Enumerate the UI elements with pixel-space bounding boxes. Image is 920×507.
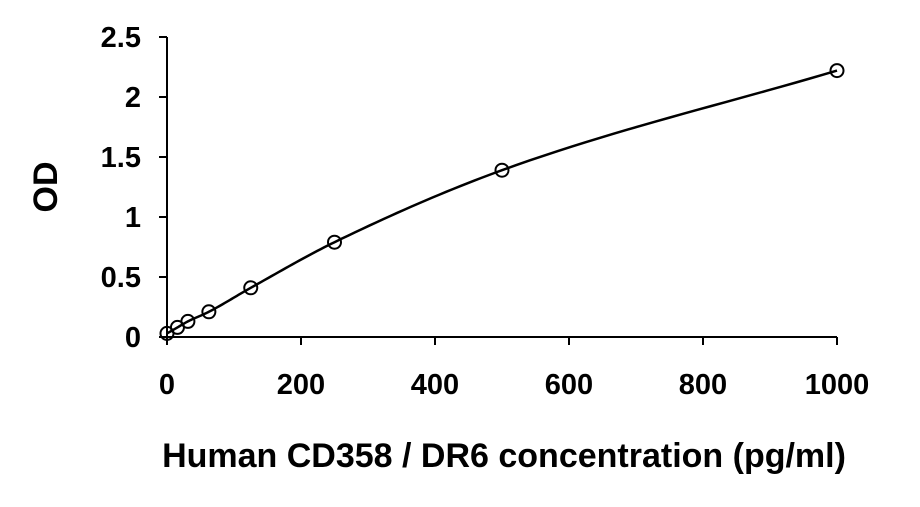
x-ticks: 0 200 400 600 800 1000 <box>159 337 869 401</box>
y-tick-label: 1 <box>125 202 141 234</box>
x-tick-label: 800 <box>679 369 727 401</box>
x-axis-title: Human CD358 / DR6 concentration (pg/ml) <box>162 437 846 475</box>
data-point <box>243 280 259 296</box>
x-tick-label: 0 <box>159 369 175 401</box>
x-tick-label: 600 <box>545 369 593 401</box>
fit-curve <box>166 69 838 335</box>
data-point <box>327 234 342 250</box>
y-tick-label: 0.5 <box>101 262 141 294</box>
y-tick-label: 1.5 <box>101 142 141 174</box>
y-tick-label: 2 <box>125 82 141 114</box>
data-point <box>494 162 510 178</box>
y-axis-title: OD <box>27 162 65 213</box>
x-tick-label: 200 <box>277 369 325 401</box>
data-point <box>180 313 196 329</box>
y-ticks: 0 0.5 1 1.5 2 2.5 <box>101 22 167 354</box>
axes <box>166 37 837 338</box>
x-tick-label: 1000 <box>805 369 870 401</box>
data-point <box>201 304 217 320</box>
data-markers <box>159 63 845 341</box>
y-tick-label: 2.5 <box>101 22 141 54</box>
y-tick-label: 0 <box>125 322 141 354</box>
x-tick-label: 400 <box>411 369 459 401</box>
data-point <box>829 63 845 79</box>
